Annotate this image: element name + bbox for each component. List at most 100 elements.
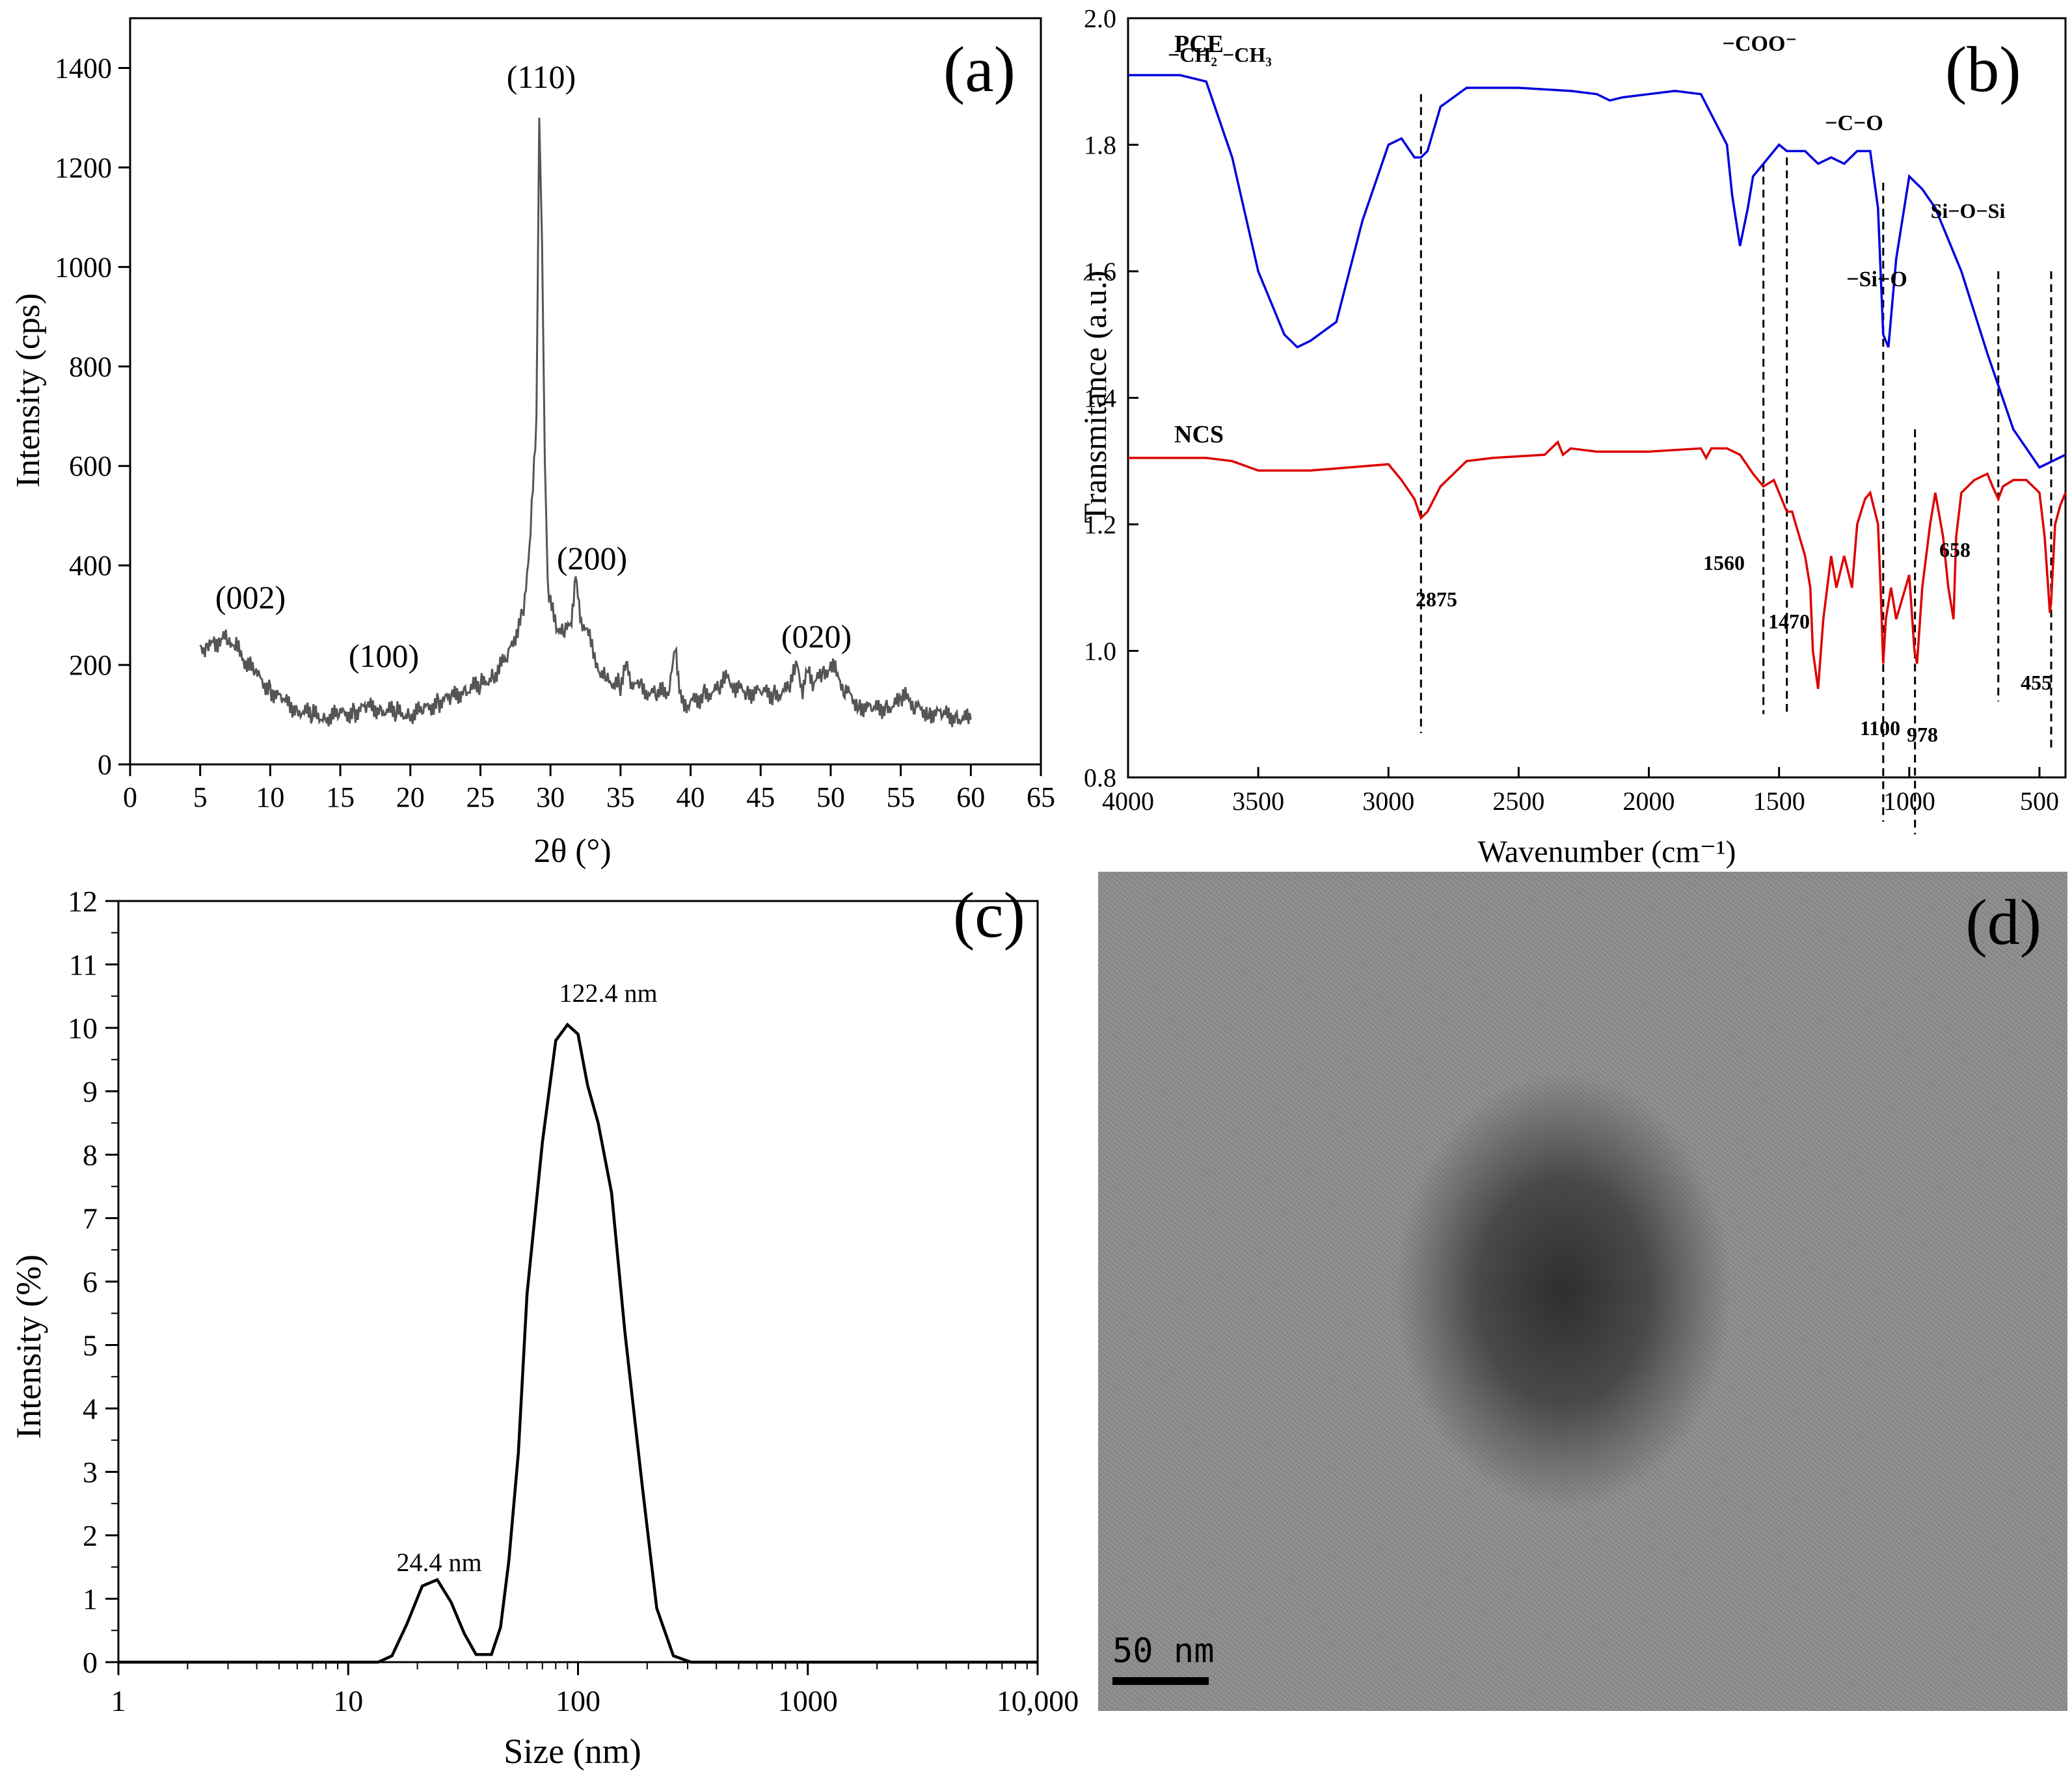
x-tick-label: 3000	[1362, 787, 1414, 816]
peak-label-122-4nm: 122.4 nm	[559, 978, 657, 1008]
panel-a-label: (a)	[943, 33, 1016, 105]
x-tick-label: 0	[123, 781, 137, 813]
x-tick-label: 10	[333, 1684, 363, 1717]
panel-d-tem-image: (d) 50 nm	[1098, 872, 2067, 1711]
ftir-series-pce	[1128, 74, 2066, 469]
y-tick-label: 6	[83, 1265, 98, 1298]
y-tick-label: 1.6	[1084, 257, 1116, 286]
x-tick-label: 5	[193, 781, 208, 813]
x-tick-label: 10	[256, 781, 284, 813]
x-tick-label: 60	[956, 781, 985, 813]
x-tick-label: 1500	[1753, 787, 1805, 816]
panel-b-label: (b)	[1945, 33, 2021, 105]
peak-label-020: (020)	[781, 618, 852, 654]
x-tick-label: 1000	[778, 1684, 838, 1717]
x-tick-label: 35	[606, 781, 635, 813]
x-tick-label: 45	[746, 781, 775, 813]
x-tick-label: 100	[556, 1684, 600, 1717]
legend-ncs: NCS	[1174, 421, 1224, 448]
y-tick-label: 3	[83, 1456, 98, 1489]
x-tick-label: 500	[2020, 787, 2059, 816]
dls-series-line	[118, 1022, 1038, 1664]
annot-coo: −COO⁻	[1723, 32, 1797, 56]
peak-1470: 1470	[1768, 610, 1810, 633]
panel-a-plot-area	[199, 117, 972, 727]
peak-1100: 1100	[1860, 716, 1900, 740]
y-tick-label: 2.0	[1084, 4, 1116, 33]
y-tick-label: 1.8	[1084, 131, 1116, 160]
y-tick-label: 4	[83, 1392, 98, 1425]
y-tick-label: 8	[83, 1138, 98, 1172]
x-tick-label: 65	[1027, 781, 1055, 813]
panel-b-guide-lines	[1419, 94, 2052, 835]
annot-si-o-si: Si−O−Si	[1931, 199, 2006, 222]
peak-label-24-4nm: 24.4 nm	[396, 1548, 481, 1577]
panel-a-y-axis-label: Intensity (cps)	[10, 293, 47, 488]
panel-b-ftir-chart: 4000 3500 3000 2500 2000 1500 1000 500 0.8 1.0 1.2…	[1077, 4, 2067, 869]
y-tick-label: 9	[83, 1075, 98, 1109]
scale-bar-label: 50 nm	[1112, 1632, 1215, 1671]
scale-bar	[1112, 1677, 1209, 1685]
panel-c-label: (c)	[953, 879, 1025, 951]
x-tick-label: 2000	[1623, 787, 1675, 816]
panel-a-axes: 0 5 10 15 20 25 30 35 40 45 50 55 60 65 0 200 400 600 800 1…	[55, 17, 1055, 813]
peak-label-002: (002)	[215, 579, 286, 615]
panel-a-x-axis-label: 2θ (°)	[533, 833, 611, 870]
y-tick-label: 10	[68, 1012, 98, 1045]
y-tick-label: 1000	[55, 251, 112, 283]
x-tick-label: 50	[816, 781, 845, 813]
panel-d-label: (d)	[1965, 886, 2041, 958]
x-tick-label: 40	[677, 781, 705, 813]
y-tick-label: 11	[69, 949, 98, 982]
y-tick-label: 1.4	[1084, 384, 1116, 413]
panel-b-x-axis-label: Wavenumber (cm⁻¹)	[1477, 835, 1736, 869]
panel-c-y-axis-label: Intensity (%)	[9, 1254, 48, 1438]
panel-b-axes: 4000 3500 3000 2500 2000 1500 1000 500 0.8 1.0 1.2…	[1084, 4, 2067, 816]
panel-b-frame	[1127, 17, 2067, 779]
x-tick-label: 4000	[1102, 787, 1154, 816]
y-tick-label: 7	[83, 1202, 98, 1235]
y-tick-label: 200	[69, 649, 112, 681]
x-tick-label: 55	[887, 781, 915, 813]
annot-si-o: −Si−O	[1846, 267, 1907, 291]
x-tick-label: 30	[536, 781, 565, 813]
x-tick-label: 1	[111, 1684, 126, 1717]
panel-c-plot-area	[118, 1022, 1038, 1664]
peak-2875: 2875	[1416, 587, 1457, 611]
xrd-series-line	[199, 117, 972, 727]
x-tick-label: 10,000	[997, 1684, 1079, 1717]
panel-a-xrd-chart: 0 5 10 15 20 25 30 35 40 45 50 55 60 65 0 200 400 600 800 1…	[10, 17, 1055, 870]
x-tick-label: 15	[326, 781, 355, 813]
y-tick-label: 2	[83, 1519, 98, 1552]
y-tick-label: 12	[68, 885, 98, 918]
legend-pce: PCE	[1174, 31, 1224, 58]
ftir-series-ncs	[1128, 440, 2067, 690]
x-tick-label: 25	[466, 781, 494, 813]
panel-c-x-axis-label: Size (nm)	[504, 1732, 641, 1771]
annot-ch2-ch3: −CH₂ −CH₃	[1168, 43, 1272, 66]
y-tick-label: 0	[98, 749, 112, 781]
y-tick-label: 800	[69, 351, 112, 383]
panel-b-plot-area	[1128, 74, 2067, 690]
y-tick-label: 400	[69, 550, 112, 582]
y-tick-label: 0.8	[1084, 763, 1116, 792]
panel-a-frame	[129, 17, 1042, 766]
y-tick-label: 5	[83, 1329, 98, 1362]
y-tick-label: 1.2	[1084, 510, 1116, 539]
panel-b-y-axis-label: Transmitance (a.u.)	[1077, 271, 1113, 523]
annot-c-o: −C−O	[1825, 111, 1883, 135]
peak-label-100: (100)	[349, 638, 419, 674]
y-tick-label: 1200	[55, 152, 112, 183]
x-tick-label: 20	[396, 781, 425, 813]
x-tick-label: 1000	[1883, 787, 1935, 816]
y-tick-label: 1400	[55, 52, 112, 84]
x-tick-label: 2500	[1492, 787, 1544, 816]
y-tick-label: 600	[69, 450, 112, 482]
panel-c-frame	[117, 900, 1039, 1663]
x-tick-label: 3500	[1232, 787, 1284, 816]
peak-658: 658	[1939, 538, 1971, 561]
peak-label-200: (200)	[557, 540, 627, 576]
y-tick-label: 1	[83, 1583, 98, 1616]
